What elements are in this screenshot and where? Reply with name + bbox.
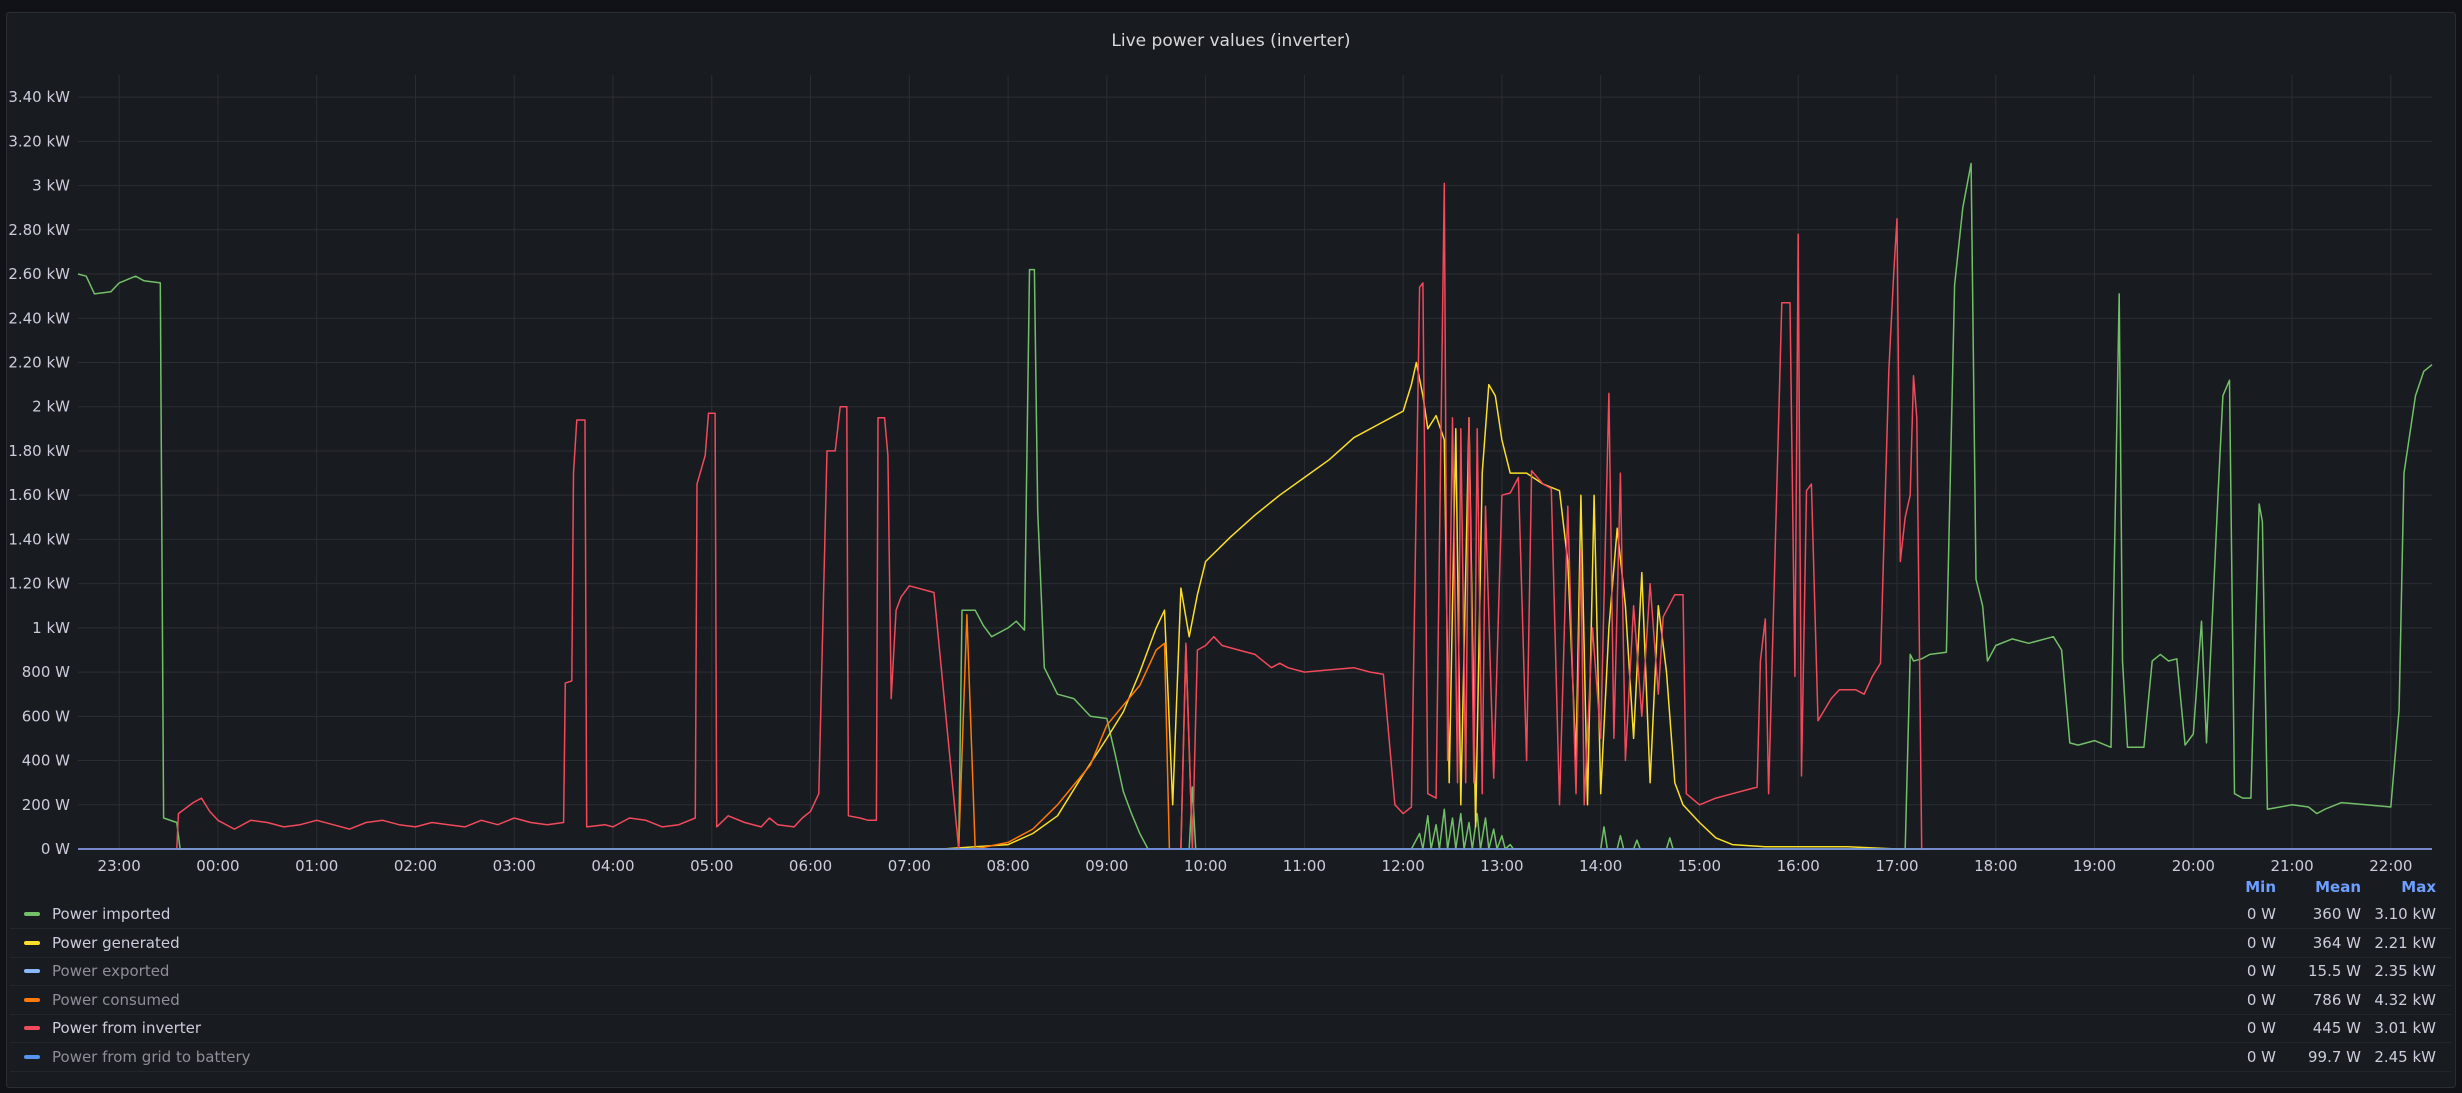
legend-series-name: Power from grid to battery bbox=[52, 1047, 251, 1066]
y-tick-label: 1.20 kW bbox=[8, 575, 70, 593]
series-line-generated[interactable] bbox=[78, 361, 2432, 850]
series-line-consumed[interactable] bbox=[78, 613, 2432, 850]
y-tick-label: 3 kW bbox=[32, 177, 70, 195]
x-tick-label: 14:00 bbox=[1579, 857, 1622, 875]
x-tick-label: 02:00 bbox=[394, 857, 437, 875]
legend-row[interactable]: Power from grid to battery 0 W 99.7 W 2.45 … bbox=[10, 1043, 2452, 1072]
legend-header-max[interactable]: Max bbox=[2401, 878, 2436, 896]
legend-swatch bbox=[24, 997, 40, 1002]
x-tick-label: 06:00 bbox=[789, 857, 832, 875]
y-tick-label: 3.40 kW bbox=[8, 88, 70, 106]
y-tick-label: 1 kW bbox=[32, 619, 70, 637]
x-tick-label: 03:00 bbox=[493, 857, 536, 875]
x-tick-label: 20:00 bbox=[2172, 857, 2215, 875]
y-tick-label: 2.60 kW bbox=[8, 265, 70, 283]
legend-min-value: 0 W bbox=[2246, 933, 2276, 952]
y-tick-label: 400 W bbox=[22, 752, 70, 770]
legend-header-mean[interactable]: Mean bbox=[2315, 878, 2361, 896]
y-tick-label: 2.40 kW bbox=[8, 309, 70, 327]
legend-min-value: 0 W bbox=[2246, 905, 2276, 923]
legend-max-value: 2.21 kW bbox=[2374, 933, 2436, 952]
legend-swatch bbox=[24, 912, 40, 916]
x-tick-label: 07:00 bbox=[888, 857, 931, 875]
legend-row[interactable]: Power generated 0 W 364 W 2.21 kW bbox=[10, 929, 2452, 958]
x-tick-label: 00:00 bbox=[196, 857, 239, 875]
y-tick-label: 800 W bbox=[22, 663, 70, 681]
legend-swatch bbox=[24, 940, 40, 945]
series-line-inverter[interactable] bbox=[78, 182, 2432, 850]
x-tick-label: 09:00 bbox=[1085, 857, 1128, 875]
x-tick-label: 12:00 bbox=[1382, 857, 1425, 875]
legend-swatch bbox=[24, 1026, 40, 1030]
y-tick-label: 200 W bbox=[22, 796, 70, 814]
x-tick-label: 21:00 bbox=[2270, 857, 2313, 875]
y-tick-label: 3.20 kW bbox=[8, 132, 70, 150]
legend-series-name: Power consumed bbox=[52, 990, 180, 1009]
y-tick-label: 1.60 kW bbox=[8, 486, 70, 504]
series-line-imported[interactable] bbox=[77, 162, 2433, 850]
x-tick-label: 22:00 bbox=[2369, 857, 2412, 875]
x-tick-label: 16:00 bbox=[1777, 857, 1820, 875]
x-tick-label: 01:00 bbox=[295, 857, 338, 875]
legend-max-value: 3.10 kW bbox=[2374, 905, 2436, 923]
legend-row[interactable]: Power imported 0 W 360 W 3.10 kW bbox=[10, 900, 2452, 929]
legend-series-name: Power generated bbox=[52, 933, 180, 952]
x-tick-label: 04:00 bbox=[591, 857, 634, 875]
legend-swatch bbox=[24, 1054, 40, 1059]
y-tick-label: 2.20 kW bbox=[8, 353, 70, 371]
legend-mean-value: 15.5 W bbox=[2308, 962, 2361, 980]
y-tick-label: 2 kW bbox=[32, 398, 70, 416]
y-tick-label: 1.40 kW bbox=[8, 530, 70, 548]
chart-panel: Live power values (inverter) bbox=[6, 12, 2456, 1088]
legend-series-name: Power exported bbox=[52, 962, 170, 980]
chart-title: Live power values (inverter) bbox=[1111, 31, 1351, 51]
legend-row[interactable]: Power exported 0 W 15.5 W 2.35 kW bbox=[10, 957, 2452, 986]
legend-max-value: 3.01 kW bbox=[2374, 1019, 2436, 1037]
legend-mean-value: 360 W bbox=[2312, 905, 2361, 923]
legend-series-name: Power from inverter bbox=[52, 1019, 202, 1037]
x-tick-label: 18:00 bbox=[1974, 857, 2017, 875]
legend-series-name: Power imported bbox=[52, 905, 171, 923]
legend-min-value: 0 W bbox=[2246, 962, 2276, 980]
legend-min-value: 0 W bbox=[2246, 1047, 2276, 1066]
x-tick-label: 17:00 bbox=[1875, 857, 1918, 875]
legend-mean-value: 445 W bbox=[2312, 1019, 2361, 1037]
y-tick-label: 0 W bbox=[41, 840, 70, 858]
legend-mean-value: 99.7 W bbox=[2308, 1047, 2361, 1066]
legend-mean-value: 786 W bbox=[2312, 990, 2361, 1009]
legend-max-value: 4.32 kW bbox=[2374, 990, 2436, 1009]
legend-header-min[interactable]: Min bbox=[2245, 878, 2276, 896]
legend-max-value: 2.45 kW bbox=[2374, 1047, 2436, 1066]
legend-row[interactable]: Power from inverter 0 W 445 W 3.01 kW bbox=[10, 1014, 2452, 1043]
legend-row[interactable]: Power consumed 0 W 786 W 4.32 kW bbox=[10, 986, 2452, 1015]
x-tick-label: 15:00 bbox=[1678, 857, 1721, 875]
line-chart[interactable]: 0 W 200 W 400 W 600 W 800 W 1 kW 1.20 kW 1.40 k… bbox=[0, 0, 2462, 880]
x-tick-label: 13:00 bbox=[1480, 857, 1523, 875]
x-tick-label: 08:00 bbox=[986, 857, 1029, 875]
legend-mean-value: 364 W bbox=[2312, 933, 2361, 952]
legend-swatch bbox=[24, 969, 40, 973]
legend-min-value: 0 W bbox=[2246, 1019, 2276, 1037]
y-tick-label: 2.80 kW bbox=[8, 221, 70, 239]
y-tick-label: 600 W bbox=[22, 707, 70, 725]
y-tick-label: 1.80 kW bbox=[8, 442, 70, 460]
x-tick-label: 23:00 bbox=[98, 857, 141, 875]
legend-max-value: 2.35 kW bbox=[2374, 962, 2436, 980]
legend-min-value: 0 W bbox=[2246, 990, 2276, 1009]
x-tick-label: 11:00 bbox=[1283, 857, 1326, 875]
x-tick-label: 19:00 bbox=[2073, 857, 2116, 875]
x-tick-label: 10:00 bbox=[1184, 857, 1227, 875]
x-tick-label: 05:00 bbox=[690, 857, 733, 875]
